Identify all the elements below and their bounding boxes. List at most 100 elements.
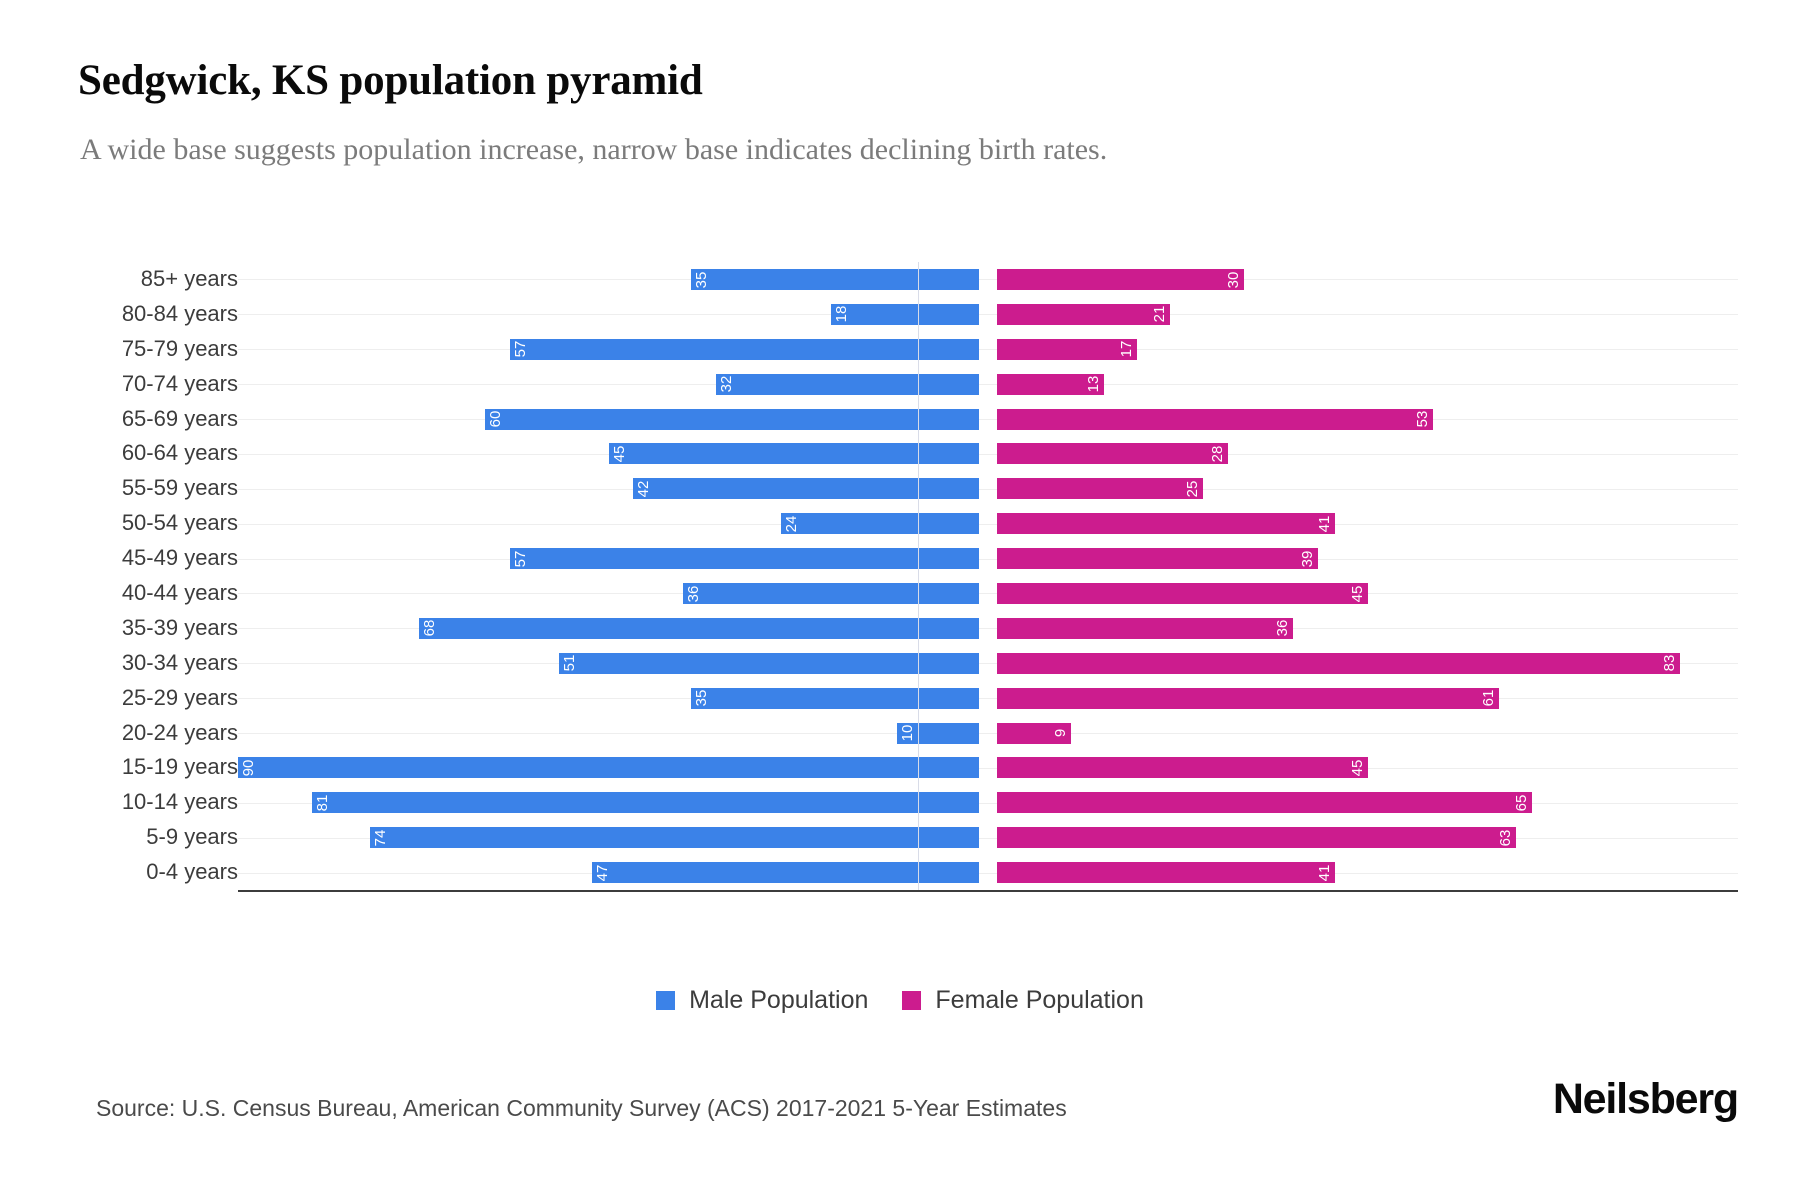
bar-female[interactable]: 13 [997, 373, 1105, 395]
gridline [238, 523, 1738, 525]
bar-male[interactable]: 18 [830, 303, 979, 325]
bar-value-female: 39 [1299, 550, 1317, 567]
bar-value-female: 13 [1085, 375, 1103, 393]
chart-legend: Male Population Female Population [0, 986, 1800, 1015]
gridline [238, 349, 1738, 351]
bar-female[interactable]: 30 [997, 269, 1244, 290]
pyramid-row: 35-39 years 68 36 [78, 611, 1738, 646]
bar-female[interactable]: 65 [997, 792, 1533, 814]
bar-male[interactable]: 81 [312, 792, 979, 814]
bar-female[interactable]: 41 [997, 513, 1335, 535]
bar-track: 36 45 [238, 576, 1738, 611]
bar-male[interactable]: 32 [715, 373, 979, 395]
age-group-label: 15-19 years [121, 754, 238, 780]
gridline [238, 767, 1738, 769]
bar-female[interactable]: 28 [997, 443, 1228, 465]
bar-track: 10 9 [238, 716, 1738, 751]
bar-male[interactable]: 90 [238, 757, 979, 779]
gridline [238, 279, 1738, 281]
bar-value-female: 21 [1150, 306, 1168, 323]
bar-track: 24 41 [238, 506, 1738, 541]
page-title: Sedgwick, KS population pyramid [78, 57, 703, 104]
pyramid-row: 20-24 years 10 9 [78, 716, 1738, 751]
bar-track: 45 28 [238, 436, 1738, 471]
bar-value-male: 51 [561, 654, 579, 672]
pyramid-row: 45-49 years 57 39 [78, 541, 1738, 576]
pyramid-row: 65-69 years 60 53 [78, 402, 1738, 437]
gridline [238, 453, 1738, 455]
bar-track: 47 41 [238, 855, 1738, 890]
bar-value-female: 9 [1052, 728, 1070, 738]
bar-value-male: 35 [692, 271, 710, 288]
bar-male[interactable]: 10 [896, 722, 979, 744]
bar-value-female: 53 [1414, 410, 1432, 428]
bar-male[interactable]: 68 [419, 617, 979, 639]
bar-male[interactable]: 60 [485, 408, 979, 430]
bar-male[interactable]: 57 [509, 548, 979, 570]
bar-male[interactable]: 35 [690, 687, 979, 709]
age-group-label: 40-44 years [121, 580, 238, 605]
bar-male[interactable]: 42 [633, 478, 979, 500]
bar-value-male: 35 [692, 689, 710, 707]
gridline [238, 384, 1738, 386]
bar-female[interactable]: 41 [997, 862, 1335, 884]
bar-value-male: 60 [487, 410, 504, 428]
age-group-label: 30-34 years [121, 649, 238, 675]
bar-value-male: 74 [371, 829, 389, 847]
bar-female[interactable]: 21 [997, 303, 1170, 325]
bar-value-female: 41 [1315, 864, 1333, 881]
age-group-label: 70-74 years [121, 370, 238, 396]
age-group-label: 85+ years [140, 265, 238, 291]
bar-female[interactable]: 17 [997, 338, 1137, 360]
bar-male[interactable]: 45 [608, 443, 979, 465]
gridline [238, 593, 1738, 595]
gridline [238, 872, 1738, 874]
age-group-label: 80-84 years [121, 300, 238, 326]
legend-item[interactable]: Female Population [902, 986, 1144, 1015]
gridline [238, 628, 1738, 630]
bar-male[interactable]: 24 [781, 513, 979, 535]
bar-male[interactable]: 35 [690, 269, 979, 290]
gridline [238, 698, 1738, 700]
legend-label: Female Population [935, 986, 1144, 1014]
bar-female[interactable]: 45 [997, 583, 1368, 605]
bar-value-male: 68 [421, 620, 439, 637]
bar-track: 68 36 [238, 611, 1738, 646]
pyramid-row: 50-54 years 24 41 [78, 506, 1738, 541]
bar-female[interactable]: 45 [997, 757, 1368, 779]
age-group-label: 10-14 years [121, 789, 238, 815]
bar-female[interactable]: 25 [997, 478, 1203, 500]
legend-item[interactable]: Male Population [656, 986, 868, 1015]
bar-track: 81 65 [238, 785, 1738, 820]
bar-track: 42 25 [238, 471, 1738, 506]
bar-female[interactable]: 53 [997, 408, 1434, 430]
bar-track: 57 17 [238, 332, 1738, 367]
gridline [238, 732, 1738, 734]
pyramid-row: 75-79 years 57 17 [78, 332, 1738, 367]
bar-value-male: 32 [717, 375, 735, 393]
bar-value-male: 47 [594, 864, 612, 881]
bar-male[interactable]: 47 [592, 862, 979, 884]
age-group-label: 75-79 years [121, 335, 238, 361]
bar-female[interactable]: 39 [997, 548, 1319, 570]
bar-male[interactable]: 57 [509, 338, 979, 360]
bar-value-female: 63 [1496, 829, 1514, 847]
pyramid-row: 80-84 years 18 21 [78, 297, 1738, 332]
gridline [238, 802, 1738, 804]
bar-male[interactable]: 74 [369, 827, 979, 849]
bar-track: 35 61 [238, 681, 1738, 716]
gridline [238, 837, 1738, 839]
bar-female[interactable]: 36 [997, 617, 1294, 639]
bar-value-female: 83 [1661, 654, 1679, 672]
bar-female[interactable]: 9 [997, 722, 1072, 744]
bar-female[interactable]: 61 [997, 687, 1500, 709]
bar-male[interactable]: 36 [682, 583, 979, 605]
bar-male[interactable]: 51 [559, 652, 979, 674]
bar-value-male: 57 [511, 550, 529, 567]
pyramid-row: 5-9 years 74 63 [78, 820, 1738, 855]
bar-female[interactable]: 83 [997, 652, 1681, 674]
age-group-label: 65-69 years [121, 405, 238, 431]
bar-track: 35 30 [238, 262, 1738, 297]
pyramid-row: 10-14 years 81 65 [78, 785, 1738, 820]
bar-female[interactable]: 63 [997, 827, 1516, 849]
